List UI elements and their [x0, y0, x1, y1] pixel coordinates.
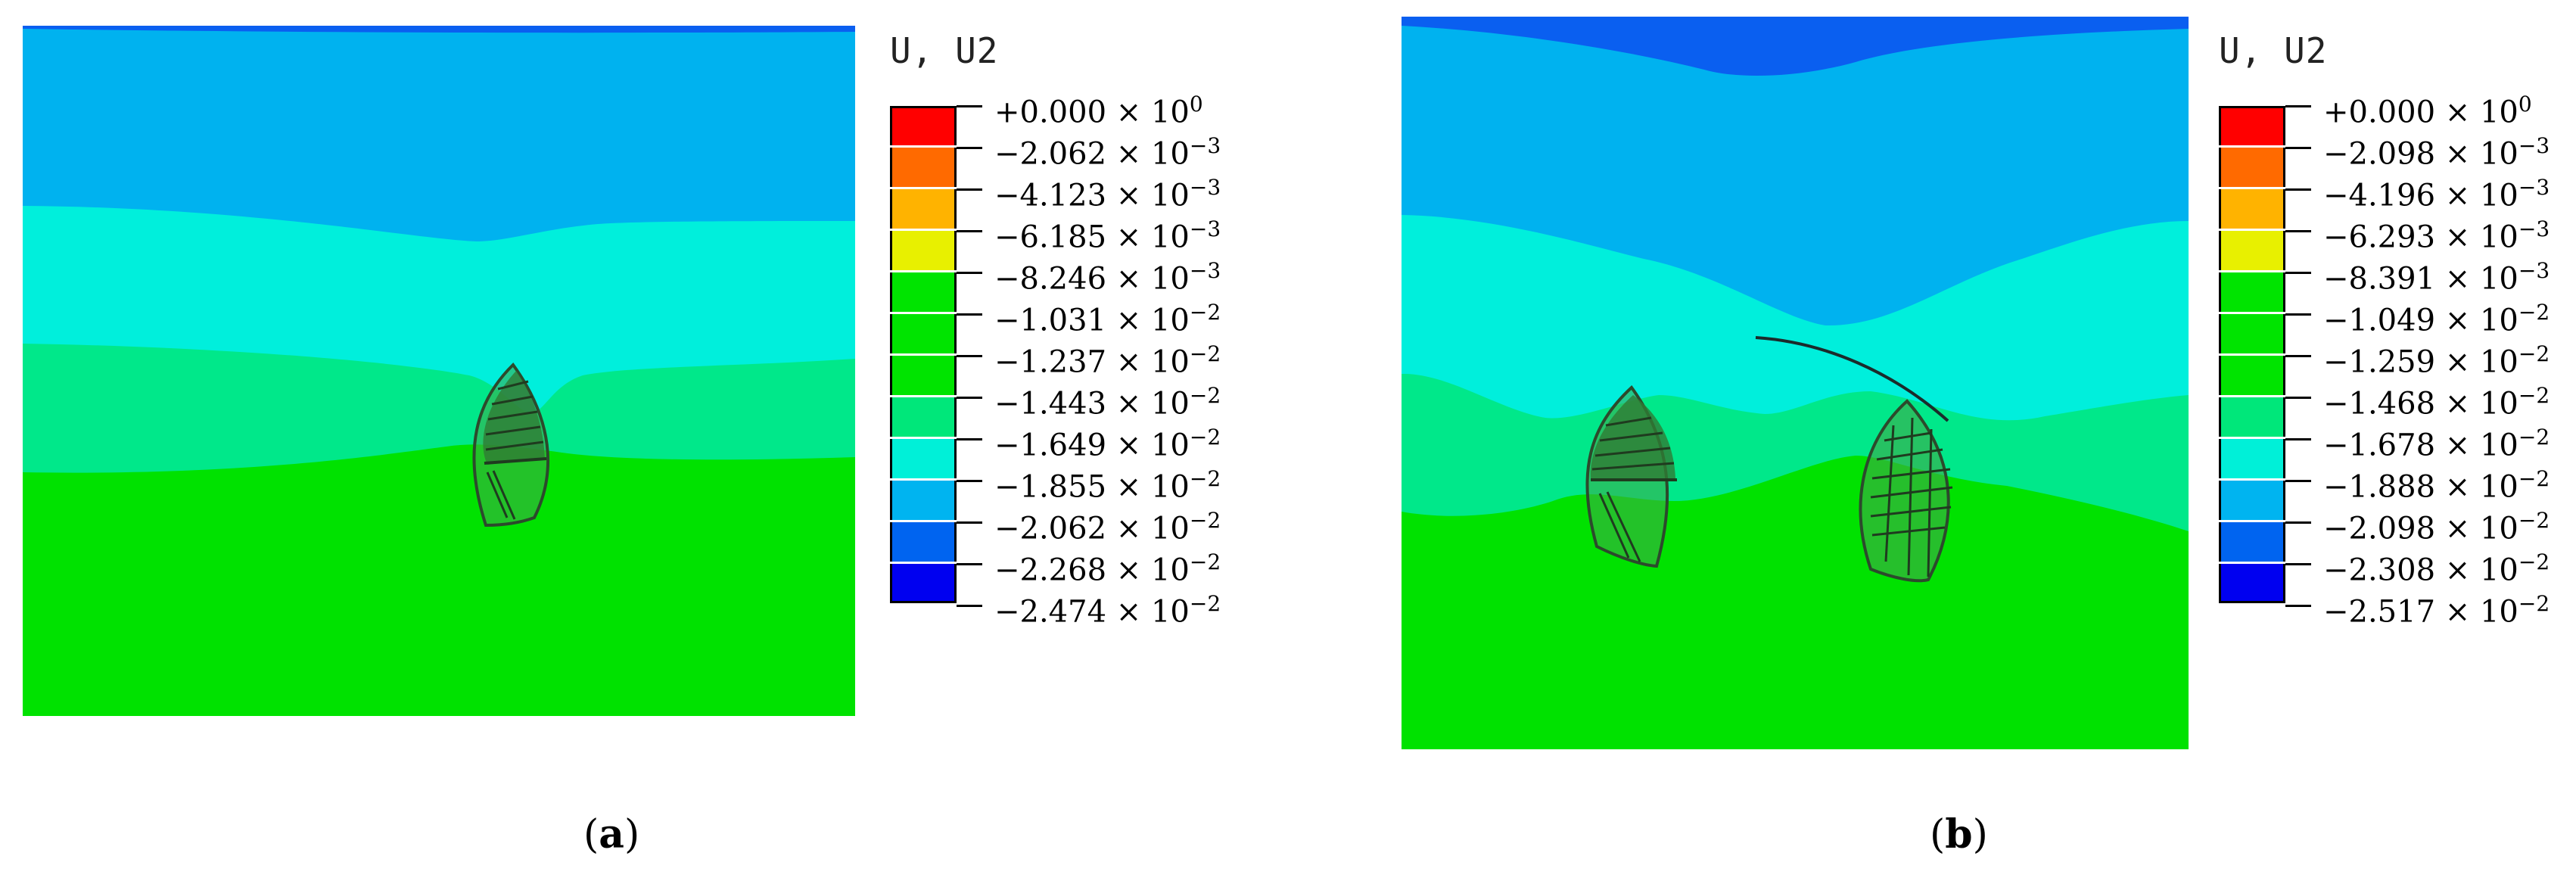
legend-value: −1.649 × 10−2 — [994, 425, 1221, 463]
seed-shape-right — [1859, 399, 1953, 583]
legend-title: U, U2 — [2219, 30, 2328, 71]
legend-tick — [2285, 438, 2311, 440]
legend-tick — [957, 521, 982, 524]
legend-value: −4.196 × 10−3 — [2323, 175, 2550, 213]
contour-plot-b — [1402, 17, 2189, 749]
legend-tick — [2285, 397, 2311, 399]
legend-swatch — [2219, 439, 2285, 478]
legend-swatch — [2219, 272, 2285, 312]
legend-swatch — [890, 522, 957, 562]
legend-swatch — [890, 439, 957, 478]
legend-value: −2.517 × 10−2 — [2323, 591, 2550, 630]
legend-value: −1.855 × 10−2 — [994, 466, 1221, 505]
legend-tick — [2285, 355, 2311, 357]
legend-swatch — [890, 356, 957, 395]
legend-swatch — [2219, 148, 2285, 187]
caption-a: (a) — [583, 811, 640, 858]
legend-value: −1.443 × 10−2 — [994, 383, 1221, 422]
legend-tick — [2285, 188, 2311, 191]
deformation-arc — [1755, 336, 1949, 422]
legend-tick — [957, 397, 982, 399]
legend-swatch — [2219, 231, 2285, 270]
legend-value: −1.888 × 10−2 — [2323, 466, 2550, 505]
legend-swatch — [2219, 314, 2285, 353]
legend-tick — [2285, 563, 2311, 565]
legend-tick — [2285, 480, 2311, 482]
legend-swatch — [890, 106, 957, 145]
legend-tick — [957, 563, 982, 565]
legend-swatch — [890, 564, 957, 603]
legend-value: −1.259 × 10−2 — [2323, 341, 2550, 380]
legend-swatch — [890, 314, 957, 353]
legend-value: +0.000 × 100 — [994, 92, 1203, 130]
legend-swatch — [890, 189, 957, 229]
legend-value: −6.185 × 10−3 — [994, 216, 1221, 255]
legend-value: −8.391 × 10−3 — [2323, 258, 2550, 297]
legend-tick — [957, 188, 982, 191]
legend-tick — [2285, 147, 2311, 149]
legend-value: −2.062 × 10−2 — [994, 508, 1221, 546]
legend-value: −2.474 × 10−2 — [994, 591, 1221, 630]
contour-field-b — [1402, 17, 2189, 749]
legend-tick — [957, 355, 982, 357]
legend-swatch — [890, 272, 957, 312]
legend-value: −1.237 × 10−2 — [994, 341, 1221, 380]
legend-swatch — [890, 481, 957, 520]
band-dark-blue — [23, 26, 855, 33]
legend-swatch — [2219, 481, 2285, 520]
legend-swatch — [890, 397, 957, 437]
legend-value: −6.293 × 10−3 — [2323, 216, 2550, 255]
contour-plot-a — [23, 26, 855, 716]
legend-value: −2.268 × 10−2 — [994, 549, 1221, 588]
legend-swatch — [2219, 522, 2285, 562]
legend-tick — [2285, 605, 2311, 607]
legend-tick — [2285, 521, 2311, 524]
legend-a: U, U2 +0.000 — [890, 30, 1283, 629]
legend-tick — [957, 105, 982, 107]
legend-value: −1.049 × 10−2 — [2323, 300, 2550, 338]
legend-value: +0.000 × 100 — [2323, 92, 2532, 130]
legend-tick — [2285, 272, 2311, 274]
legend-swatch — [2219, 106, 2285, 145]
legend-tick — [2285, 230, 2311, 232]
legend-tick — [957, 313, 982, 316]
band-dark-blue — [1402, 17, 2189, 76]
legend-b: U, U2 +0.000 — [2219, 30, 2567, 629]
legend-title: U, U2 — [890, 30, 999, 71]
legend-value: −1.031 × 10−2 — [994, 300, 1221, 338]
legend-swatch — [2219, 356, 2285, 395]
legend-tick — [957, 480, 982, 482]
legend-tick — [957, 272, 982, 274]
legend-value: −4.123 × 10−3 — [994, 175, 1221, 213]
legend-value: −2.062 × 10−3 — [994, 133, 1221, 172]
seed-shape-left — [1585, 384, 1677, 568]
contour-field-a — [23, 26, 855, 716]
legend-tick — [2285, 105, 2311, 107]
legend-swatch — [890, 231, 957, 270]
legend-value: −1.678 × 10−2 — [2323, 425, 2550, 463]
legend-tick — [957, 230, 982, 232]
caption-b: (b) — [1930, 811, 1988, 858]
legend-swatch — [2219, 189, 2285, 229]
legend-tick — [957, 438, 982, 440]
legend-tick — [2285, 313, 2311, 316]
legend-value: −2.308 × 10−2 — [2323, 549, 2550, 588]
legend-swatch — [2219, 564, 2285, 603]
legend-value: −2.098 × 10−3 — [2323, 133, 2550, 172]
legend-swatch — [2219, 397, 2285, 437]
legend-value: −1.468 × 10−2 — [2323, 383, 2550, 422]
band-blue — [1402, 17, 2189, 326]
legend-tick — [957, 147, 982, 149]
seed-shape-a — [472, 362, 550, 528]
legend-value: −2.098 × 10−2 — [2323, 508, 2550, 546]
legend-tick — [957, 605, 982, 607]
legend-swatch — [890, 148, 957, 187]
band-blue — [23, 26, 855, 241]
legend-value: −8.246 × 10−3 — [994, 258, 1221, 297]
